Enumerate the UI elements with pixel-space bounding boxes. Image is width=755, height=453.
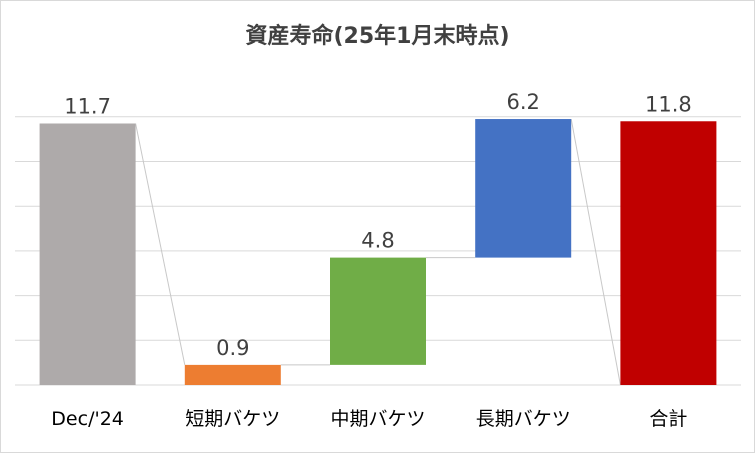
connector-line — [570, 118, 621, 386]
bars — [39, 119, 717, 386]
bar — [475, 119, 572, 258]
category-label: 長期バケツ — [476, 408, 571, 430]
category-label: 中期バケツ — [330, 408, 425, 430]
data-label: 6.2 — [506, 90, 539, 114]
category-label: 合計 — [649, 408, 687, 430]
data-label: 11.7 — [64, 95, 111, 119]
bar — [620, 121, 717, 386]
data-labels: 11.7 0.9 4.8 6.2 11.8 — [64, 90, 692, 360]
connector-line — [135, 123, 186, 365]
category-label: 短期バケツ — [185, 408, 280, 430]
category-label: Dec/'24 — [51, 408, 124, 430]
data-label: 0.9 — [216, 336, 249, 360]
category-labels: Dec/'24 短期バケツ 中期バケツ 長期バケツ 合計 — [51, 408, 687, 430]
chart-title: 資産寿命(25年1月末時点) — [245, 24, 510, 49]
bar — [330, 257, 426, 365]
bar — [184, 364, 281, 385]
data-label: 11.8 — [645, 92, 692, 116]
connector-lines — [135, 118, 621, 386]
data-label: 4.8 — [361, 229, 394, 253]
bar — [39, 123, 136, 385]
